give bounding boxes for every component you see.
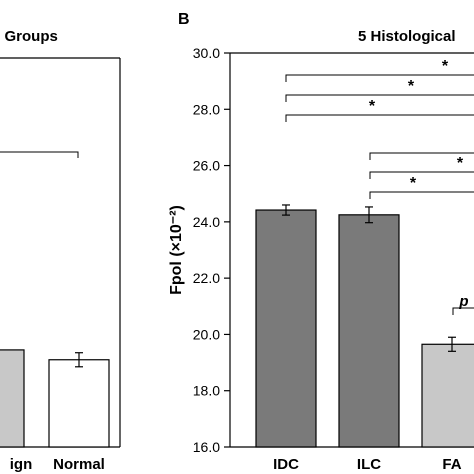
panel-b-tick-label-0: IDC (273, 456, 299, 473)
panel-b-y-tick-label-3: 22.0 (193, 270, 220, 286)
panel-b-title: 5 Histological (358, 28, 456, 45)
panel-b-bar-0 (255, 209, 317, 448)
panel-b-y-tick-label-6: 28.0 (193, 101, 220, 117)
panel-b-significance-label-1: * (408, 78, 415, 95)
panel-b-bar-2 (421, 343, 474, 448)
panel-b-y-tick-label-4: 24.0 (193, 214, 220, 230)
panel-b-significance-label-5: * (410, 175, 417, 192)
panel-b-significance-bracket-1 (285, 94, 474, 102)
panel-b-significance-label-2: * (369, 98, 376, 115)
panel-a: c Groups ign Normal (0, 28, 121, 473)
panel-b-significance-bracket-3 (369, 152, 474, 160)
panel-b-significance-label-0: * (442, 58, 449, 75)
panel-b-y-tick-label-0: 16.0 (193, 439, 220, 455)
panel-b: B 5 Histological 16.0 18.0 20.0 22.0 24.0 26.… (168, 11, 474, 473)
panel-b-significance-label-6: p (458, 293, 468, 310)
panel-b-significance-bracket-6 (452, 307, 474, 315)
panel-a-marks (0, 151, 110, 448)
panel-a-tick-label-1: Normal (53, 456, 105, 473)
panel-b-y-tick-label-5: 26.0 (193, 158, 220, 174)
panel-b-ticks: 16.0 18.0 20.0 22.0 24.0 26.0 28.0 30.0 (193, 45, 230, 455)
panel-b-significance-label-4: * (457, 155, 464, 172)
panel-b-significance-bracket-5 (369, 191, 474, 199)
panel-a-significance-bracket-0 (0, 151, 79, 158)
panel-b-marks: * * * * * p (255, 58, 474, 448)
panel-b-significance-bracket-4 (369, 171, 474, 179)
panel-b-significance-bracket-0 (285, 74, 474, 82)
panel-b-significance-bracket-2 (285, 114, 474, 122)
panel-b-tick-label-1: ILC (357, 456, 381, 473)
panel-b-tick-label-2: FA (442, 456, 461, 473)
panel-a-bar-1 (48, 359, 110, 448)
panel-b-y-tick-label-2: 20.0 (193, 326, 220, 342)
panel-a-title: c Groups (0, 28, 58, 45)
panel-b-y-axis-title: Fpol (×10⁻²) (168, 205, 185, 295)
panel-b-y-tick-label-7: 30.0 (193, 45, 220, 61)
panel-a-bar-0 (0, 349, 25, 448)
panel-b-y-tick-label-1: 18.0 (193, 383, 220, 399)
panel-b-bar-1 (338, 214, 400, 448)
panel-b-label: B (178, 11, 190, 28)
panel-a-tick-label-0: ign (10, 456, 33, 473)
